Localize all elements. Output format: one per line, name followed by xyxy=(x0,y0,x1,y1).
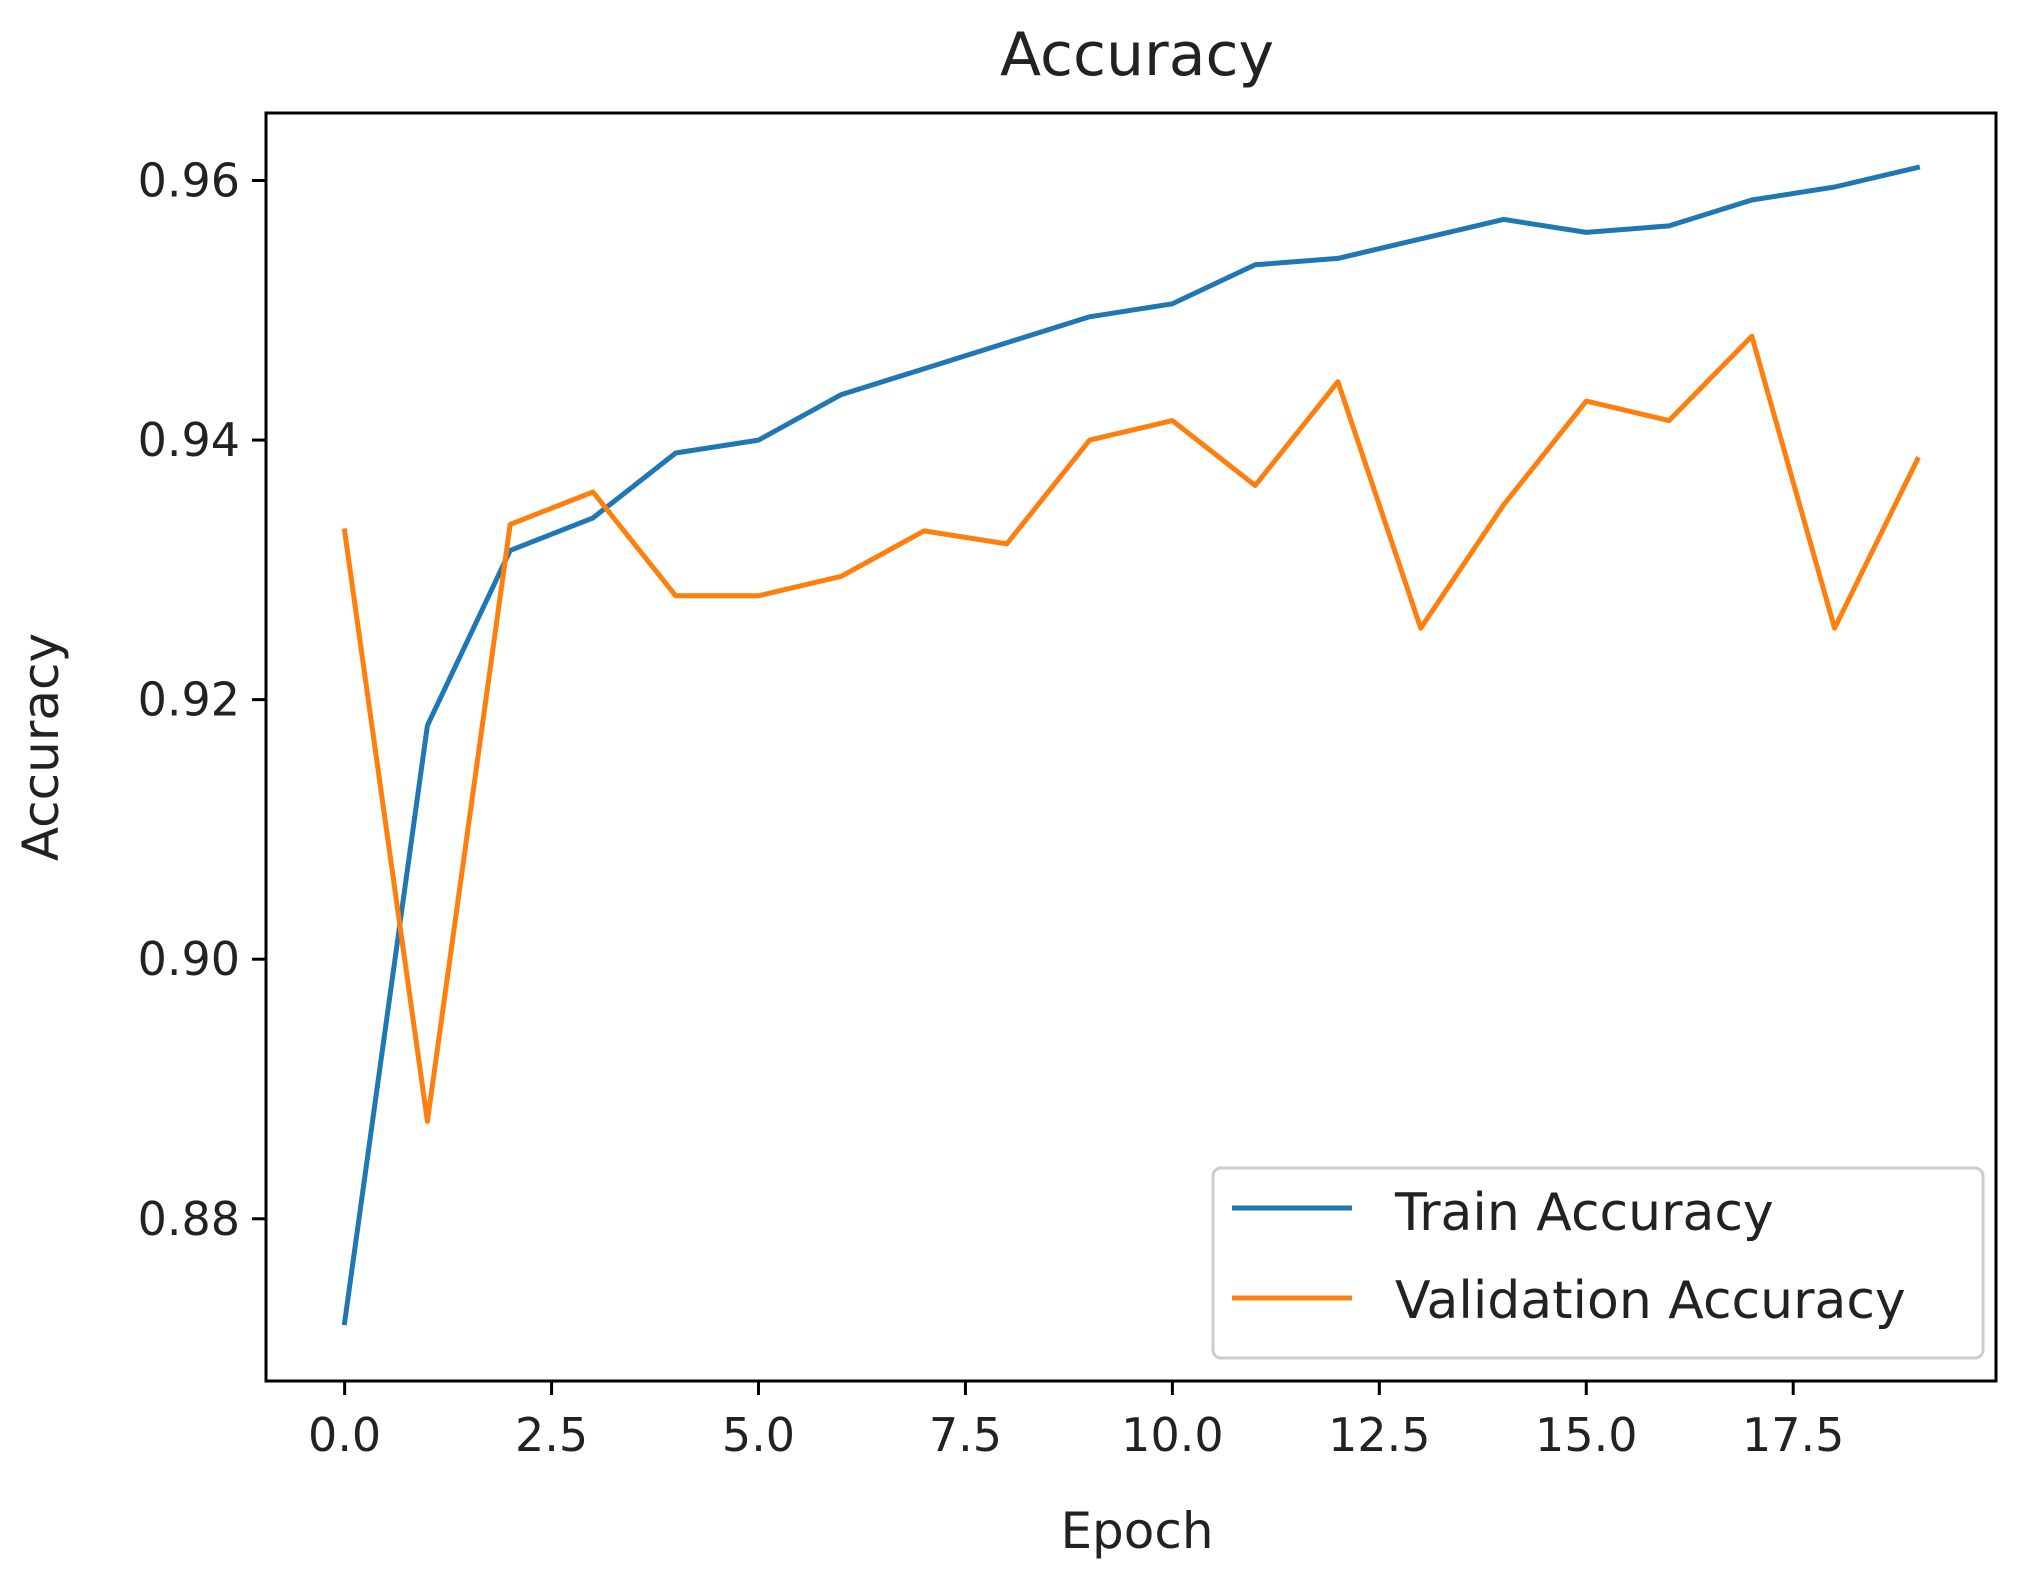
legend-label-validation: Validation Accuracy xyxy=(1395,1271,1906,1331)
y-axis-label: Accuracy xyxy=(12,633,70,861)
legend: Train Accuracy Validation Accuracy xyxy=(1211,1166,1985,1360)
legend-label-train: Train Accuracy xyxy=(1394,1183,1774,1243)
x-axis-label: Epoch xyxy=(1060,1502,1213,1560)
x-tick-label: 15.0 xyxy=(1535,1408,1637,1462)
y-tick-label: 0.88 xyxy=(138,1192,240,1246)
y-tick-label: 0.90 xyxy=(138,932,240,986)
legend-box xyxy=(1211,1166,1985,1360)
x-tick-label: 2.5 xyxy=(515,1408,588,1462)
series-layer xyxy=(341,164,1921,1326)
y-tick-label: 0.92 xyxy=(138,673,240,727)
x-tick-label: 10.0 xyxy=(1121,1408,1223,1462)
plot-frame xyxy=(264,111,1998,1383)
x-tick-label: 17.5 xyxy=(1742,1408,1844,1462)
x-tick-label: 12.5 xyxy=(1328,1408,1430,1462)
x-tick-label: 0.0 xyxy=(308,1408,381,1462)
x-tick-label: 7.5 xyxy=(929,1408,1002,1462)
y-axis-ticks: 0.88 0.90 0.92 0.94 0.96 xyxy=(138,153,266,1246)
x-axis-ticks: 0.0 2.5 5.0 7.5 10.0 12.5 15.0 17.5 xyxy=(308,1381,1844,1462)
series-line-validation xyxy=(341,333,1921,1124)
y-tick-label: 0.94 xyxy=(138,413,240,467)
chart-title: Accuracy xyxy=(1000,20,1274,90)
x-tick-label: 5.0 xyxy=(722,1408,795,1462)
y-tick-label: 0.96 xyxy=(138,153,240,207)
